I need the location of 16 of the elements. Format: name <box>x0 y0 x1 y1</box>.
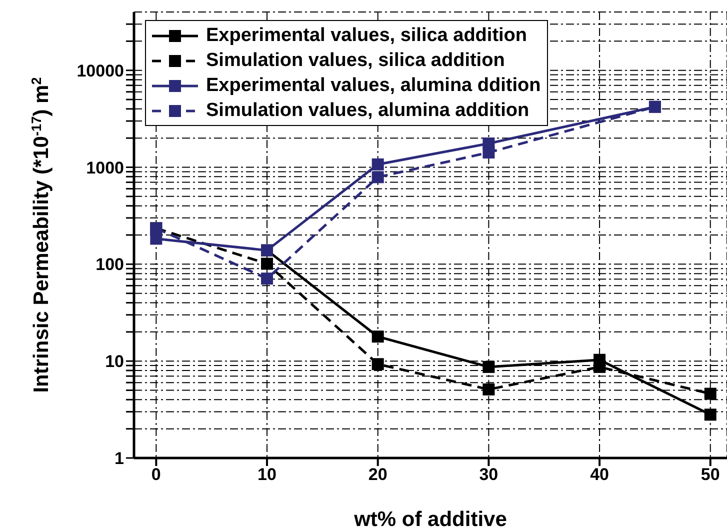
x-tick-label: 40 <box>590 465 609 484</box>
legend-label: Simulation values, alumina addition <box>206 100 530 122</box>
y-tick-label: 100 <box>96 255 124 274</box>
y-tick-label: 1 <box>114 449 124 468</box>
x-tick-label: 0 <box>151 465 161 484</box>
y-tick-label: 10000 <box>76 61 124 80</box>
y-tick-label: 1000 <box>86 158 124 178</box>
x-tick-label: 20 <box>368 465 388 484</box>
x-tick-label: 10 <box>258 465 276 484</box>
x-axis-title: wt% of additive <box>353 508 507 531</box>
x-tick-label: 30 <box>479 465 498 484</box>
legend-label: Experimental values, silica addition <box>206 24 528 46</box>
legend-label: Experimental values, alumina ddition <box>206 74 541 96</box>
x-tick-label: 50 <box>700 465 720 484</box>
y-tick-label: 10 <box>105 352 124 372</box>
legend-label: Simulation values, silica addition <box>206 50 505 72</box>
